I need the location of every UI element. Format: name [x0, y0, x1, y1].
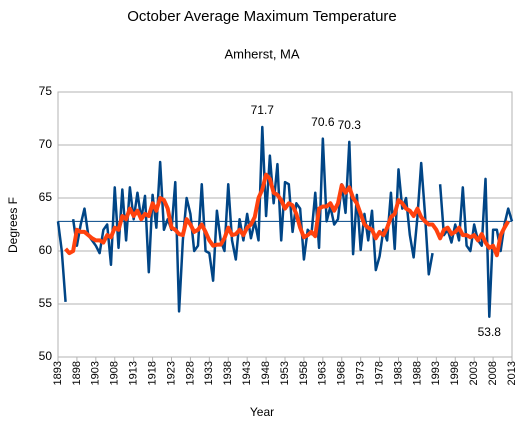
y-tick-label: 75 [39, 84, 53, 98]
x-tick-label: 1938 [222, 361, 234, 385]
data-line [56, 221, 67, 302]
x-tick-label: 1913 [128, 361, 140, 385]
y-axis-label: Degrees F [6, 197, 20, 253]
x-tick-label: 1898 [71, 361, 83, 385]
y-tick-label: 65 [39, 190, 53, 204]
x-tick-label: 1908 [109, 361, 121, 385]
x-tick-label: 1998 [449, 361, 461, 385]
x-tick-label: 1923 [165, 361, 177, 385]
x-tick-label: 1988 [411, 361, 423, 385]
chart-title: October Average Maximum Temperature [127, 8, 397, 25]
x-tick-label: 2013 [506, 361, 518, 385]
data-line [438, 177, 514, 318]
x-tick-label: 1893 [52, 361, 64, 385]
x-tick-label: 2008 [487, 361, 499, 385]
x-tick-label: 1948 [260, 361, 272, 385]
annotation: 71.7 [251, 103, 275, 117]
data-line [64, 172, 510, 258]
y-tick-label: 50 [39, 349, 53, 363]
x-tick-label: 1983 [392, 361, 404, 385]
x-tick-label: 1943 [241, 361, 253, 385]
x-tick-label: 1973 [355, 361, 367, 385]
x-tick-label: 1963 [317, 361, 329, 385]
y-tick-label: 55 [39, 296, 53, 310]
x-tick-label: 1903 [90, 361, 102, 385]
x-tick-label: 1993 [430, 361, 442, 385]
x-axis-label: Year [250, 405, 274, 419]
chart-subtitle: Amherst, MA [224, 46, 299, 61]
x-tick-label: 1958 [298, 361, 310, 385]
y-tick-label: 70 [39, 137, 53, 151]
x-tick-label: 1933 [203, 361, 215, 385]
x-tick-label: 1953 [279, 361, 291, 385]
x-tick-label: 1918 [146, 361, 158, 385]
x-tick-label: 2003 [468, 361, 480, 385]
x-tick-label: 1978 [373, 361, 385, 385]
annotation: 70.3 [338, 118, 362, 132]
annotation: 53.8 [478, 325, 502, 339]
x-tick-label: 1968 [336, 361, 348, 385]
x-tick-label: 1928 [184, 361, 196, 385]
annotation: 70.6 [311, 115, 335, 129]
y-tick-label: 60 [39, 243, 53, 257]
